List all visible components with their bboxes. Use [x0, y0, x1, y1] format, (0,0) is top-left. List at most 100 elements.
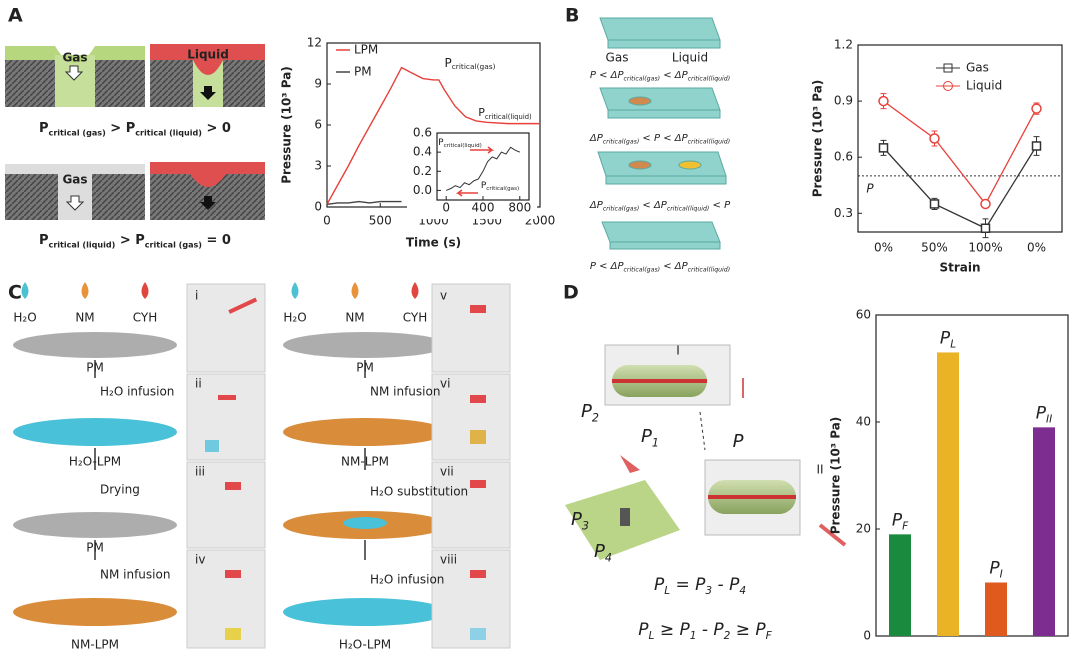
equation-part: 3 [705, 585, 712, 597]
equation-part: L [649, 630, 655, 642]
drop-label: H₂O [283, 311, 306, 325]
plot-frame [875, 314, 1069, 637]
y-tick-label: 9 [314, 77, 322, 91]
liquid-label: Liquid [187, 48, 229, 62]
photo-label: iv [195, 553, 205, 567]
bar-label: PII [1036, 403, 1052, 425]
data-line [883, 100, 1038, 206]
data-line [326, 66, 540, 205]
pressure-label-part: 2 [592, 411, 599, 424]
equation: Pcritical (liquid) > Pcritical (gas) = 0 [39, 233, 231, 250]
legend-label: LPM [354, 43, 378, 57]
annotation-part: critical(liquid) [485, 113, 532, 121]
pressure-label-part: P [571, 509, 582, 530]
reference-label: P [866, 181, 874, 195]
drop-label: CYH [403, 311, 428, 325]
pressure-label-part: P [733, 431, 744, 452]
pressure-label-part: P [641, 426, 652, 447]
equation-part: P [39, 121, 49, 136]
photo-label: viii [440, 553, 457, 567]
equation-part: P [39, 233, 49, 248]
step-label: Drying [100, 483, 140, 497]
annotation-part: P [444, 56, 451, 70]
annotation-part: P [481, 181, 487, 191]
equation-part: < P < ΔP [639, 133, 688, 144]
equation-part: ΔP [589, 133, 604, 144]
drop [141, 282, 149, 299]
equation-part: < ΔP [660, 70, 689, 81]
equation-part: 4 [739, 585, 746, 597]
gas-label: Gas [62, 51, 87, 65]
equation-part: < P [709, 200, 731, 211]
y-axis-label: Pressure (10³ Pa) [280, 66, 294, 184]
bar-label-part: F [902, 520, 909, 532]
annotation-part: critical(gas) [486, 186, 519, 192]
bar [1033, 427, 1055, 636]
y-tick-label: 0.0 [413, 183, 432, 197]
step-label: PM [86, 361, 104, 375]
y-tick-label: 0.6 [834, 150, 853, 164]
equation-part: ΔP [589, 200, 604, 211]
panel-label: D [563, 282, 579, 304]
equation: P < ΔPcritical(gas) < ΔPcritical(liquid) [590, 70, 730, 83]
equation-part: - P [696, 620, 724, 640]
bar-label-part: II [1046, 413, 1052, 425]
equation-part: critical(liquid) [688, 138, 731, 146]
equation-part: = P [670, 575, 706, 595]
x-axis-label: Strain [939, 261, 980, 275]
y-tick-label: 0.4 [413, 145, 432, 159]
pressure-label: P4 [594, 541, 612, 564]
pressure-label-part: P [594, 541, 605, 562]
equation: PL ≥ P1 - P2 ≥ PF [638, 620, 772, 642]
step-label: H₂O infusion [370, 573, 444, 587]
bar-label: PI [989, 559, 1002, 581]
marker [929, 133, 940, 144]
pressure-label-part: P [581, 401, 592, 422]
equation-part: > P [115, 233, 144, 248]
photo-label: vii [440, 465, 454, 479]
x-tick-label: 50% [921, 241, 948, 255]
drop [351, 282, 359, 299]
pressure-label: P1 [641, 426, 659, 449]
x-tick-label: 400 [472, 201, 495, 215]
arrow [455, 189, 478, 197]
equation-part: - P [712, 575, 740, 595]
y-tick-label: 12 [307, 36, 322, 50]
bar-label: PL [940, 328, 956, 350]
marker [878, 143, 889, 153]
annotation: Pcritical(liquid) [438, 138, 482, 149]
y-tick-label: 1.2 [834, 38, 853, 52]
y-tick-label: 0.2 [413, 164, 432, 178]
equation-part: = 0 [202, 233, 231, 248]
data-line [446, 146, 520, 191]
equation-part: critical (gas) [49, 128, 106, 137]
bar-label-part: L [950, 338, 956, 350]
pressure-label: P2 [581, 401, 599, 424]
equation: ΔPcritical(gas) < P < ΔPcritical(liquid) [589, 133, 730, 146]
equation: Pcritical (gas) > Pcritical (liquid) > 0 [39, 121, 231, 138]
bar-label-part: I [1000, 568, 1003, 580]
step-label: PM [86, 541, 104, 555]
y-tick-label: 60 [856, 308, 871, 322]
inset-background [407, 128, 537, 219]
equation-part: critical(liquid) [688, 266, 731, 274]
pressure-label: P [733, 431, 744, 452]
x-tick-label: 100% [968, 241, 1002, 255]
pressure-label-part: 3 [582, 519, 589, 532]
bar-label-part: P [940, 328, 951, 348]
y-tick-label: 0 [863, 629, 871, 643]
photo-label: i [195, 289, 198, 303]
panel-label: A [8, 5, 23, 27]
pressure-label: P3 [571, 509, 589, 532]
step-label: H₂O-LPM [339, 638, 391, 652]
drop-label: NM [75, 311, 94, 325]
tube-label: II [816, 463, 823, 477]
equation-part: critical (gas) [145, 240, 202, 249]
bar-label-part: P [989, 559, 1000, 579]
x-tick-label: 0% [874, 241, 893, 255]
y-tick-label: 0 [314, 200, 322, 214]
photo-label: ii [195, 377, 202, 391]
drop-label: NM [345, 311, 364, 325]
arrow [470, 146, 495, 154]
